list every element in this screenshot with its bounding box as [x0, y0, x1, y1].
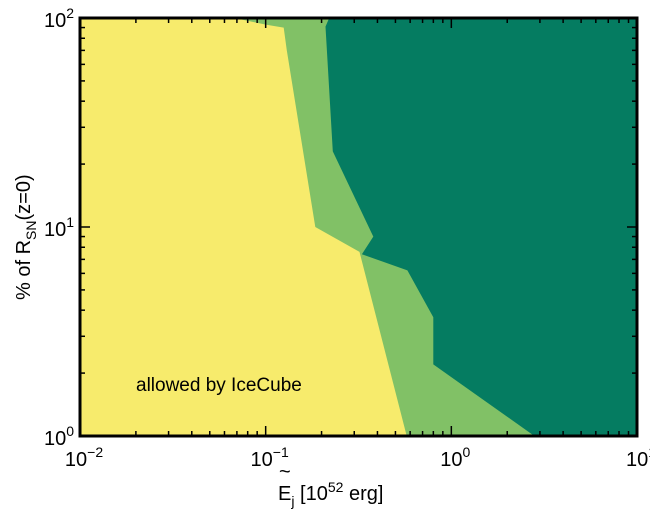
y-axis-title: % of RSN(z=0) [13, 174, 39, 300]
allowed-annotation: allowed by IceCube [136, 375, 302, 396]
y-axis-title-rest: (z=0) [13, 174, 35, 220]
x-tick-label: 10−2 [65, 444, 103, 471]
x-axis-title-sub: j [290, 493, 294, 509]
region-layer [80, 18, 637, 436]
x-axis-title-rest2: erg] [343, 483, 383, 505]
x-axis-title-tilde: ~ [279, 461, 291, 483]
y-axis-title-sub: SN [23, 221, 39, 240]
x-axis-title-sup: 52 [328, 479, 344, 495]
x-axis-title-main: E [278, 483, 291, 505]
x-axis-title-rest1: [10 [294, 483, 327, 505]
y-axis-title-main: % of R [13, 240, 35, 300]
region-allowed [80, 18, 407, 436]
x-axis-title: Ej [1052 erg] [278, 479, 383, 509]
y-tick-label: 100 [44, 423, 74, 450]
tick-layer: 10−2 10−1 100 101 100 101 102 [44, 5, 650, 471]
y-tick-label: 101 [44, 214, 74, 241]
x-tick-label: 10−1 [251, 444, 289, 471]
x-tick-label: 101 [626, 444, 650, 471]
y-tick-label: 102 [44, 5, 74, 32]
x-tick-label: 100 [440, 444, 470, 471]
